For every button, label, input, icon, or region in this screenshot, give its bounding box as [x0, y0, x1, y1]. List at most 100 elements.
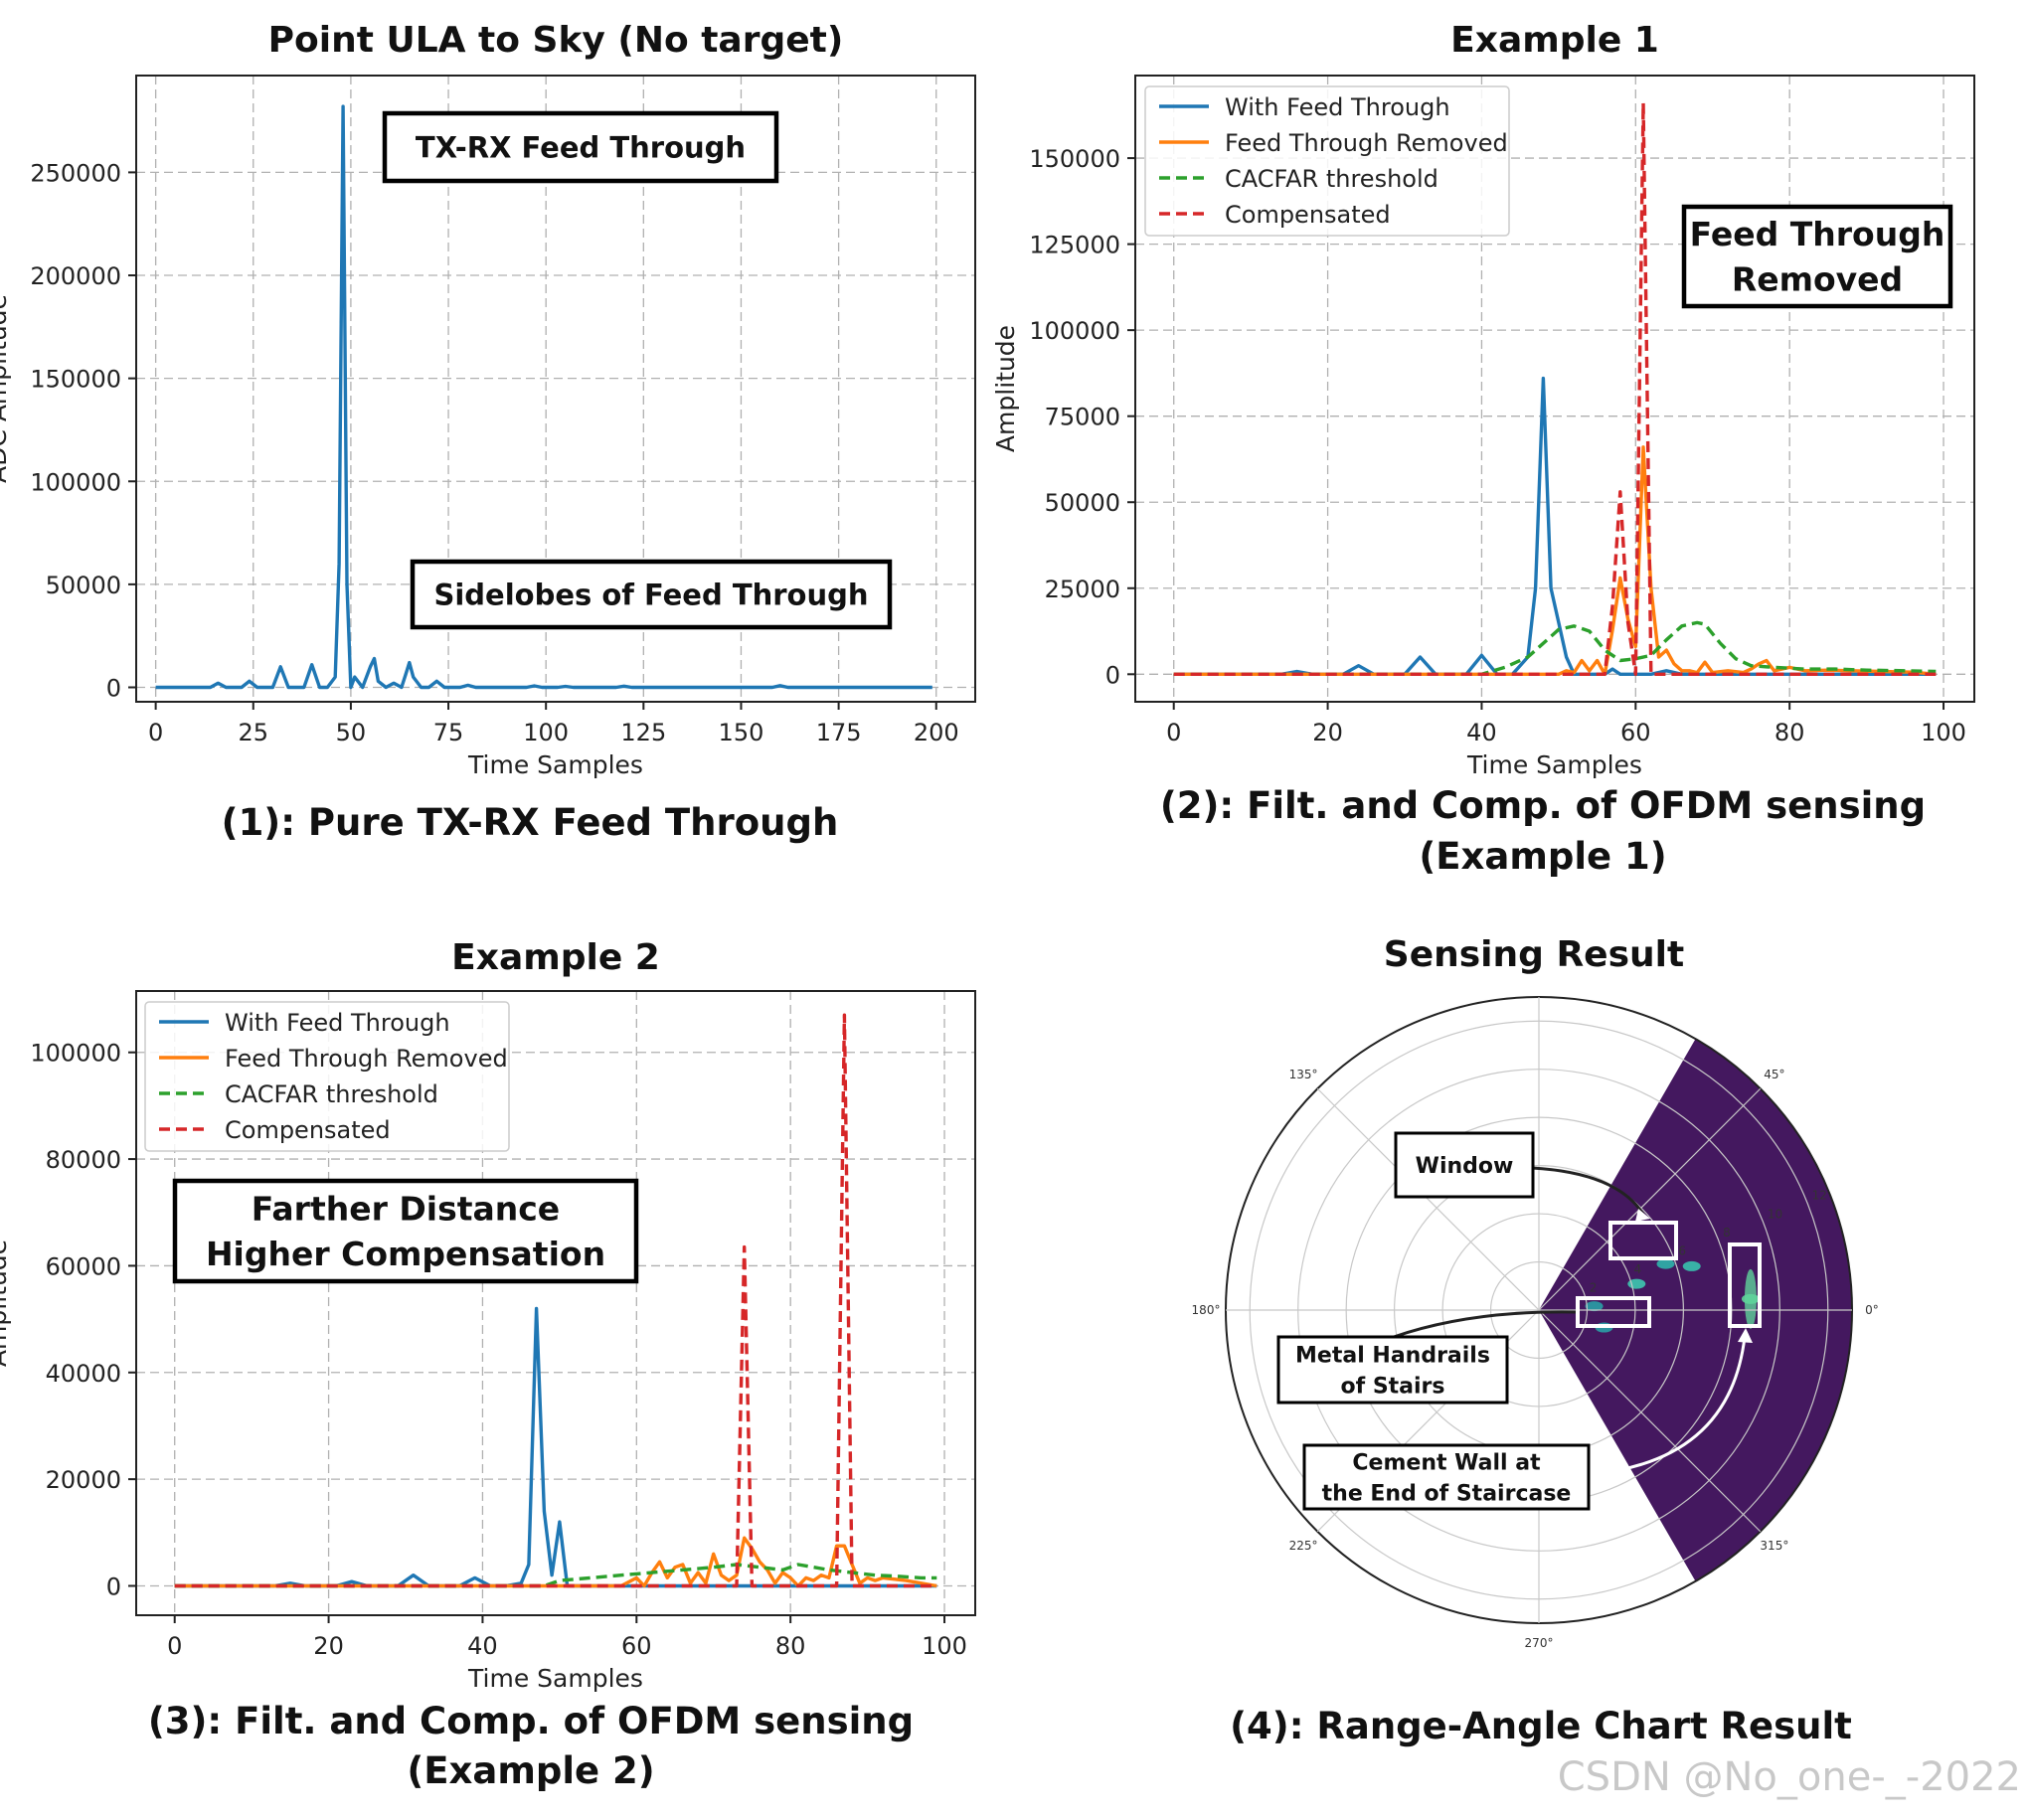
x-tick-label: 75: [433, 719, 464, 746]
intensity-spot: [1585, 1301, 1604, 1312]
chart-title: Example 1: [1450, 20, 1659, 61]
annotation-text: Farther Distance: [252, 1190, 560, 1229]
x-tick-label: 200: [914, 719, 959, 746]
y-tick-label: 250000: [30, 159, 121, 187]
annotation-box: [410, 559, 893, 630]
chart-title: Example 2: [451, 937, 660, 978]
series-line: [174, 1536, 937, 1588]
x-tick-label: 100: [922, 1632, 967, 1660]
y-axis-label: Amplitude: [0, 1240, 12, 1367]
y-tick-label: 40000: [46, 1360, 121, 1388]
panel-example-2: Example 2 0 20 40 60 80 100 0 20000 40000 60000 800…: [0, 937, 976, 1792]
annotation-text: Sidelobes of Feed Through: [433, 578, 868, 611]
x-tick-label: 40: [467, 1632, 498, 1660]
x-axis-label: Time Samples: [1466, 750, 1642, 779]
x-tick-label: 40: [1466, 719, 1497, 746]
annotation-box: [382, 110, 779, 184]
x-tick-label: 0: [1166, 719, 1181, 746]
range-tick-label: 2: [1590, 1280, 1598, 1294]
range-tick-label: 8: [1723, 1226, 1731, 1240]
chart-title: Sensing Result: [1384, 934, 1684, 975]
watermark-text: CSDN @No_one-_-2022: [1557, 1754, 2021, 1800]
y-tick-label: 100000: [30, 468, 121, 496]
range-tick-label: 12: [1812, 1189, 1827, 1203]
angle-tick-label: 315°: [1760, 1539, 1788, 1553]
y-tick-label: 0: [106, 1572, 121, 1600]
figure-caption: (4): Range-Angle Chart Result: [1230, 1705, 1852, 1747]
chart-title: Point ULA to Sky (No target): [268, 20, 844, 61]
angle-tick-label: 45°: [1764, 1068, 1784, 1081]
x-tick-label: 175: [816, 719, 862, 746]
y-tick-label: 60000: [46, 1252, 121, 1280]
x-tick-label: 20: [313, 1632, 344, 1660]
x-tick-label: 50: [336, 719, 367, 746]
figure-caption: (Example 1): [1419, 835, 1666, 878]
range-tick-label: 6: [1678, 1243, 1686, 1257]
y-tick-label: 80000: [46, 1146, 121, 1174]
x-tick-label: 150: [719, 719, 764, 746]
annotation-text: Window: [1416, 1154, 1514, 1179]
annotation-text: TX-RX Feed Through: [416, 130, 746, 164]
y-tick-label: 50000: [1045, 489, 1120, 517]
series-line: [155, 104, 932, 690]
x-tick-label: 0: [148, 719, 163, 746]
series-line: [174, 1013, 937, 1588]
plot-frame: [1134, 75, 1975, 703]
range-tick-label: 10: [1768, 1207, 1782, 1221]
arrow-window: [1531, 1166, 1647, 1219]
angle-tick-label: 225°: [1289, 1539, 1318, 1553]
angle-tick-label: 270°: [1525, 1636, 1554, 1650]
intensity-spot: [1744, 1268, 1757, 1329]
y-tick-label: 200000: [30, 262, 121, 290]
y-tick-label: 75000: [1045, 404, 1120, 431]
x-tick-label: 60: [621, 1632, 652, 1660]
y-tick-label: 25000: [1045, 576, 1120, 603]
x-tick-label: 125: [620, 719, 666, 746]
highlight-handrails: [1576, 1296, 1651, 1328]
y-tick-label: 50000: [46, 572, 121, 599]
x-tick-label: 80: [775, 1632, 806, 1660]
annotation-text: Metal Handrails: [1295, 1343, 1490, 1368]
intensity-spot: [1682, 1260, 1701, 1271]
annotation-box: [1394, 1131, 1535, 1199]
figure-caption: (3): Filt. and Comp. of OFDM sensing: [148, 1700, 914, 1742]
x-tick-label: 60: [1620, 719, 1651, 746]
x-axis-label: Time Samples: [467, 750, 643, 779]
legend-label: With Feed Through: [225, 1009, 450, 1037]
annotation-box: [1276, 1335, 1509, 1405]
annotation-text: Removed: [1732, 260, 1903, 299]
angle-tick-label: 135°: [1289, 1068, 1318, 1081]
legend-label: Compensated: [1225, 201, 1391, 229]
x-tick-label: 100: [1921, 719, 1966, 746]
annotation-text: the End of Staircase: [1322, 1481, 1572, 1506]
angle-tick-label: 180°: [1192, 1303, 1221, 1317]
arrow-head: [1635, 1209, 1650, 1222]
y-tick-label: 150000: [1029, 145, 1120, 173]
series-line: [1173, 620, 1937, 676]
y-tick-label: 20000: [46, 1466, 121, 1494]
angle-tick-label: 0°: [1865, 1303, 1879, 1317]
y-tick-label: 0: [106, 674, 121, 702]
legend-label: Compensated: [225, 1116, 391, 1144]
y-tick-label: 100000: [1029, 317, 1120, 345]
legend-label: CACFAR threshold: [1225, 165, 1438, 193]
angle-spoke: [1538, 1309, 1762, 1533]
x-tick-label: 80: [1775, 719, 1805, 746]
annotation-text: Feed Through: [1690, 215, 1945, 253]
highlight-window: [1608, 1221, 1678, 1260]
arrow-head: [1738, 1328, 1753, 1343]
legend-label: Feed Through Removed: [1225, 129, 1508, 157]
figure-caption: (1): Pure TX-RX Feed Through: [222, 801, 839, 844]
x-tick-label: 25: [238, 719, 268, 746]
series-line: [1173, 376, 1937, 676]
panel-point-ula-to-sky: Point ULA to Sky (No target) 0 25 50 75 100 12…: [0, 20, 976, 844]
legend-label: CACFAR threshold: [225, 1080, 438, 1108]
plot-frame: [135, 75, 976, 703]
panel-example-1: Example 1 0 20 40 60 80 100 0 25000 50000 75000 100…: [991, 20, 1975, 878]
annotation-text: Cement Wall at: [1352, 1450, 1541, 1475]
x-tick-label: 100: [523, 719, 569, 746]
x-tick-label: 0: [167, 1632, 182, 1660]
figure-caption: (2): Filt. and Comp. of OFDM sensing: [1160, 784, 1926, 827]
annotation-text: Higher Compensation: [206, 1235, 605, 1273]
